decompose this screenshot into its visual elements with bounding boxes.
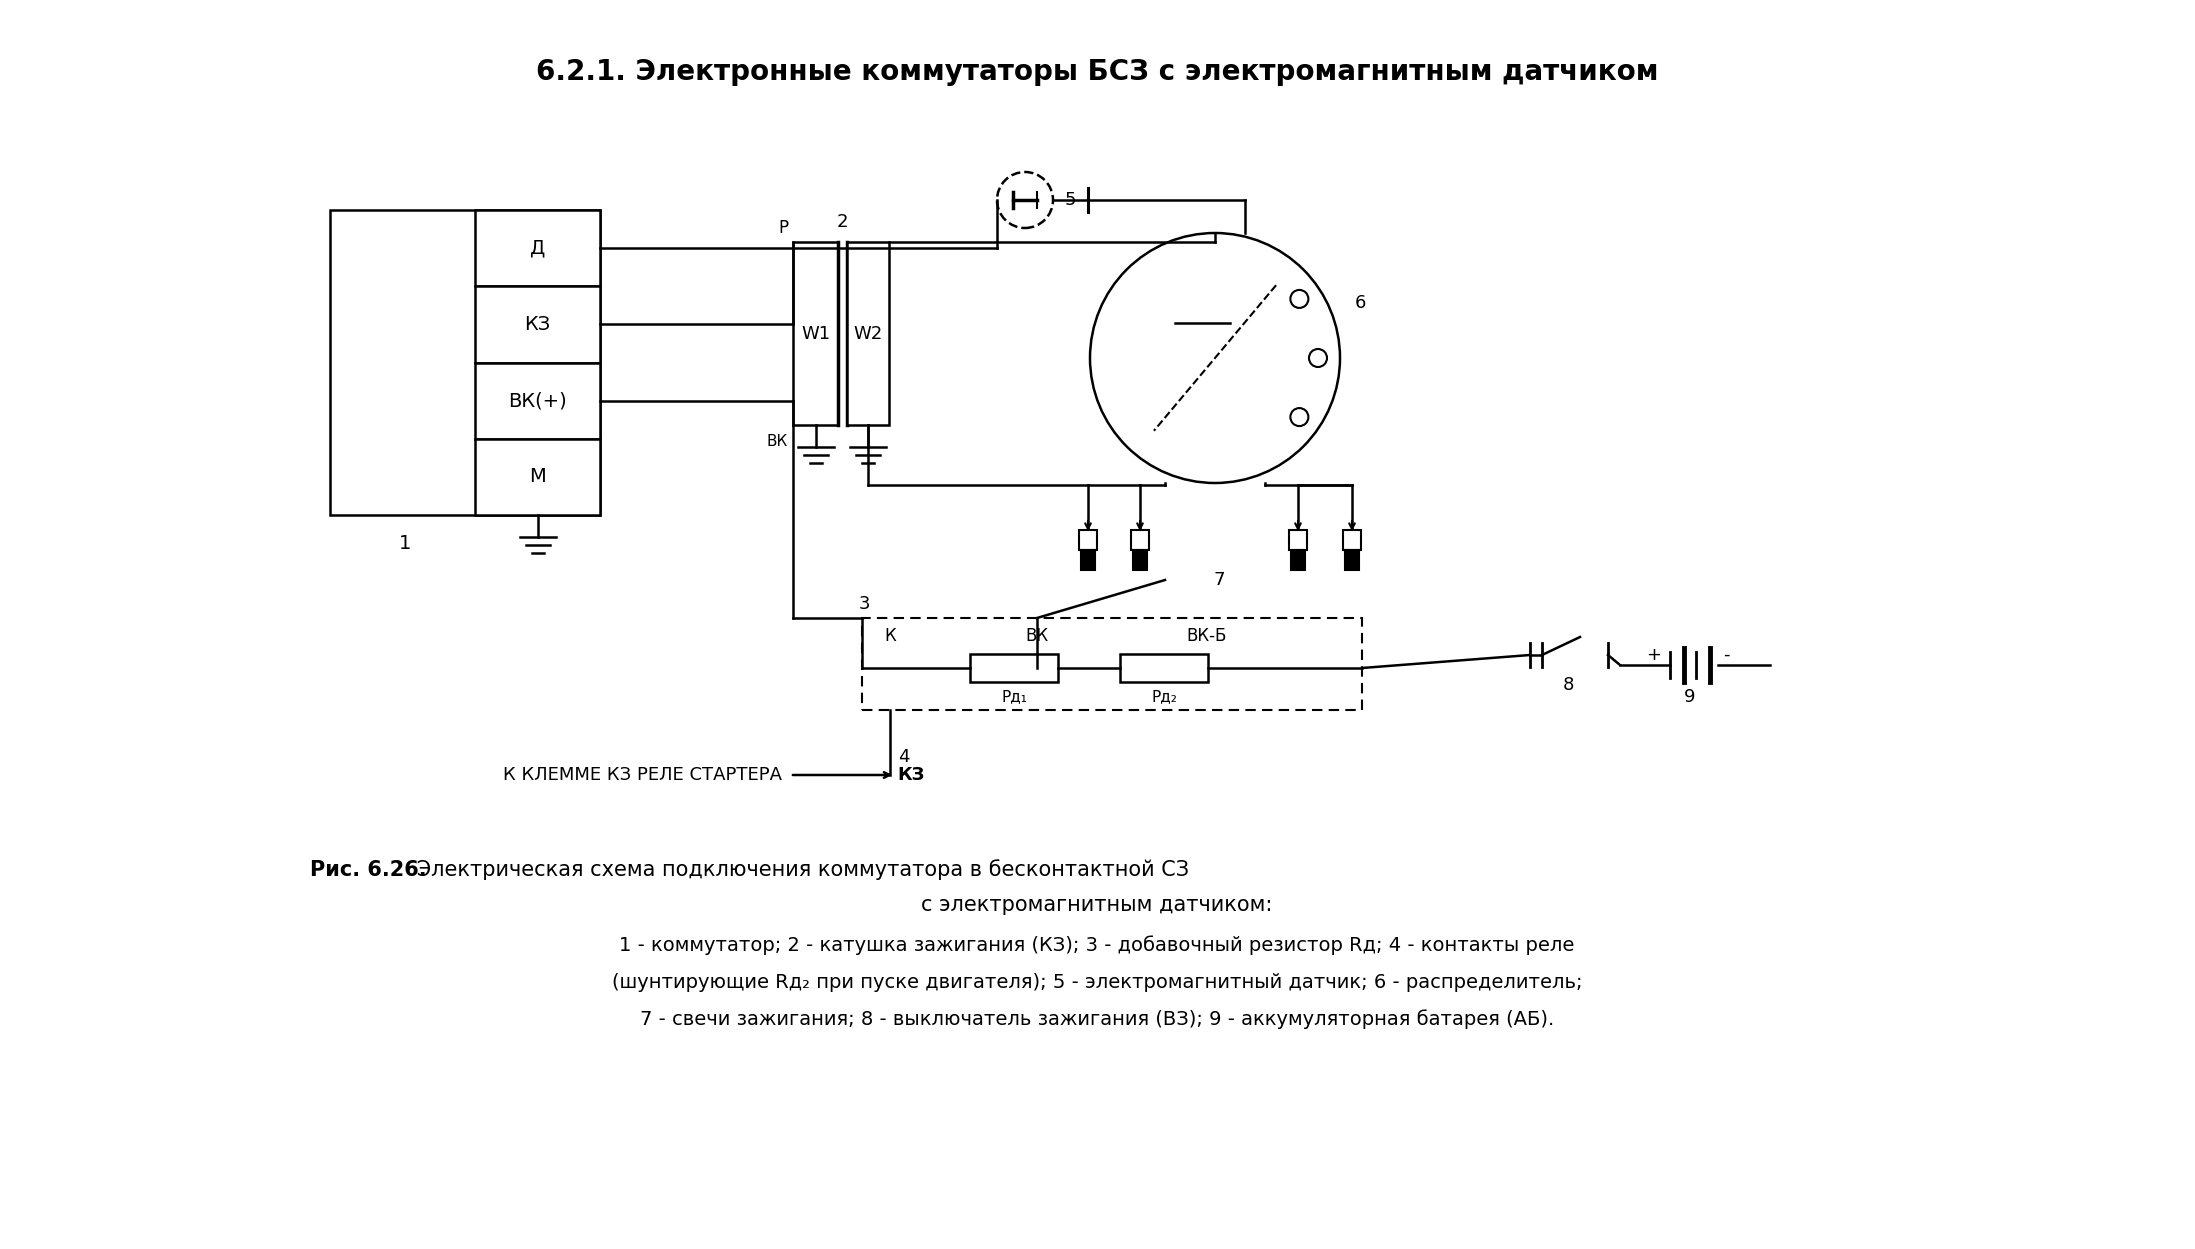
Text: 6.2.1. Электронные коммутаторы БСЗ с электромагнитным датчиком: 6.2.1. Электронные коммутаторы БСЗ с эле… [536, 57, 1657, 86]
Bar [1133, 550, 1148, 570]
Text: 7: 7 [1214, 571, 1225, 590]
Text: ВК: ВК [1025, 627, 1049, 644]
Text: 1: 1 [399, 533, 410, 552]
Text: Рис. 6.26.: Рис. 6.26. [309, 861, 426, 881]
Text: КЗ: КЗ [525, 315, 551, 333]
Text: 9: 9 [1684, 688, 1697, 706]
Bar [792, 242, 838, 425]
Text: Д: Д [529, 239, 544, 257]
Text: М: М [529, 467, 547, 486]
Text: W1: W1 [801, 325, 830, 342]
Text: 3: 3 [858, 595, 869, 613]
Text: К КЛЕММЕ КЗ РЕЛЕ СТАРТЕРА: К КЛЕММЕ КЗ РЕЛЕ СТАРТЕРА [503, 766, 781, 784]
Bar [970, 654, 1058, 682]
Bar [474, 438, 599, 515]
Text: +: + [1646, 646, 1662, 664]
Bar [474, 210, 599, 286]
Bar [474, 362, 599, 438]
Text: ВК: ВК [766, 433, 788, 448]
Text: ВК(+): ВК(+) [507, 391, 566, 410]
Bar [1346, 550, 1359, 570]
Bar [1288, 530, 1306, 550]
Text: 5: 5 [1065, 191, 1076, 209]
Bar [863, 618, 1363, 709]
Bar [847, 242, 889, 425]
Text: 7 - свечи зажигания; 8 - выключатель зажигания (ВЗ); 9 - аккумуляторная батарея : 7 - свечи зажигания; 8 - выключатель заж… [641, 1009, 1554, 1029]
Text: Р: Р [777, 219, 788, 237]
Text: (шунтирующие Rд₂ при пуске двигателя); 5 - электромагнитный датчик; 6 - распреде: (шунтирующие Rд₂ при пуске двигателя); 5… [612, 973, 1583, 992]
Text: с электромагнитным датчиком:: с электромагнитным датчиком: [922, 896, 1273, 916]
Text: ВК-Б: ВК-Б [1187, 627, 1227, 644]
Bar [329, 210, 599, 515]
Bar [1080, 530, 1098, 550]
Bar [1130, 530, 1148, 550]
Text: 4: 4 [898, 748, 909, 766]
Bar [474, 286, 599, 362]
Text: Рд₁: Рд₁ [1001, 689, 1027, 704]
Text: W2: W2 [854, 325, 882, 342]
Bar [1080, 550, 1095, 570]
Text: 6: 6 [1354, 294, 1365, 312]
Text: 8: 8 [1563, 676, 1574, 694]
Text: КЗ: КЗ [898, 766, 924, 784]
Text: 2: 2 [836, 214, 847, 231]
Text: К: К [885, 627, 896, 644]
Bar [863, 618, 1363, 709]
Bar [1119, 654, 1207, 682]
Text: Рд₂: Рд₂ [1150, 689, 1177, 704]
Bar [1343, 530, 1361, 550]
Text: 1 - коммутатор; 2 - катушка зажигания (КЗ); 3 - добавочный резистор Rд; 4 - конт: 1 - коммутатор; 2 - катушка зажигания (К… [619, 936, 1574, 954]
Bar [1291, 550, 1306, 570]
Text: -: - [1723, 646, 1730, 664]
Text: Электрическая схема подключения коммутатора в бесконтактной СЗ: Электрическая схема подключения коммутат… [410, 859, 1190, 881]
